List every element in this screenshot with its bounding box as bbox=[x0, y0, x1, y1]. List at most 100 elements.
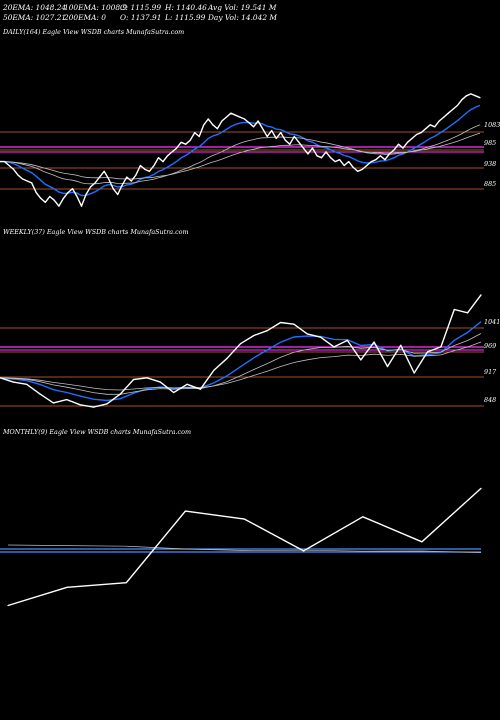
daily-level-label-1083: 1083 bbox=[484, 121, 500, 129]
daily-price-point bbox=[71, 188, 74, 190]
daily-price-point bbox=[425, 128, 427, 130]
daily-price-point bbox=[62, 197, 64, 199]
daily-price-point bbox=[58, 205, 60, 207]
weekly-price-point bbox=[119, 393, 121, 395]
daily-price-point bbox=[112, 188, 114, 190]
weekly-level-label-848: 848 bbox=[484, 396, 496, 404]
daily-price-point bbox=[243, 118, 246, 120]
weekly-price-point bbox=[12, 381, 14, 383]
daily-price-point bbox=[203, 124, 205, 126]
weekly-price-line bbox=[0, 294, 482, 408]
open-readout: O: 1137.91 bbox=[120, 13, 162, 22]
daily-price-point bbox=[17, 174, 19, 176]
daily-price-point bbox=[99, 176, 101, 178]
daily-price-point bbox=[284, 139, 286, 141]
monthly-ema-line bbox=[7, 544, 482, 554]
weekly-price-point bbox=[266, 330, 268, 332]
daily-price-point bbox=[393, 149, 395, 151]
daily-level-label-985: 985 bbox=[484, 139, 496, 147]
daily-price-point bbox=[85, 193, 87, 196]
weekly-price-point bbox=[26, 383, 28, 385]
daily-price-point bbox=[153, 164, 155, 167]
daily-price-point bbox=[189, 139, 191, 141]
daily-price-point bbox=[130, 180, 132, 182]
daily-price-point bbox=[239, 116, 241, 118]
daily-price-point bbox=[162, 161, 164, 163]
daily-price-point bbox=[429, 124, 431, 126]
weekly-price-point bbox=[52, 402, 55, 404]
daily-price-point bbox=[135, 174, 137, 176]
daily-price-point bbox=[447, 112, 449, 114]
weekly-price-point bbox=[453, 308, 455, 311]
daily-ema-line-30 bbox=[0, 124, 481, 185]
monthly-price-point bbox=[303, 550, 305, 552]
daily-price-point bbox=[144, 168, 146, 170]
daily-level-label-938: 938 bbox=[484, 160, 496, 168]
daily-price-point bbox=[348, 161, 350, 163]
daily-price-point bbox=[35, 192, 37, 194]
daily-price-point bbox=[361, 168, 363, 170]
weekly-price-point bbox=[413, 372, 415, 374]
daily-price-point bbox=[339, 159, 341, 161]
weekly-price-point bbox=[253, 334, 255, 337]
weekly-price-point bbox=[106, 403, 108, 405]
daily-price-point bbox=[411, 137, 413, 139]
daily-price-point bbox=[379, 155, 381, 157]
daily-price-point bbox=[280, 132, 282, 134]
daily-price-point bbox=[207, 118, 209, 120]
daily-price-point bbox=[343, 164, 345, 167]
daily-price-point bbox=[275, 137, 277, 139]
weekly-panel: WEEKLY(37) Eagle View WSDB charts Munafa… bbox=[0, 228, 500, 408]
daily-price-point bbox=[176, 147, 178, 149]
daily-price-point bbox=[3, 161, 6, 163]
daily-price-point bbox=[212, 124, 214, 126]
daily-price-point bbox=[316, 155, 318, 157]
ema100-readout: 100EMA: 1008.9 bbox=[64, 3, 128, 12]
daily-price-point bbox=[320, 157, 323, 159]
monthly-price-point bbox=[480, 487, 482, 489]
daily-price-point bbox=[465, 95, 467, 97]
daily-price-point bbox=[257, 120, 259, 122]
daily-price-point bbox=[216, 128, 218, 130]
daily-price-point bbox=[334, 161, 336, 163]
daily-price-point bbox=[148, 170, 150, 172]
high-readout: H: 1140.46 bbox=[165, 3, 207, 12]
ema50-readout: 50EMA: 1027.21 bbox=[3, 13, 67, 22]
weekly-price-point bbox=[92, 406, 95, 408]
monthly-price-point bbox=[184, 510, 186, 512]
daily-price-point bbox=[357, 170, 359, 172]
daily-price-point bbox=[262, 128, 264, 130]
daily-price-point bbox=[397, 143, 400, 145]
daily-price-point bbox=[298, 141, 300, 143]
weekly-price-point bbox=[467, 312, 469, 314]
daily-price-point bbox=[366, 164, 368, 167]
weekly-price-point bbox=[280, 321, 282, 324]
close-readout: C: 1115.99 bbox=[120, 3, 162, 12]
daily-price-point bbox=[22, 178, 24, 180]
daily-price-point bbox=[456, 104, 458, 107]
weekly-price-point bbox=[199, 388, 201, 390]
daily-panel: DAILY(164) Eagle View WSDB charts Munafa… bbox=[0, 28, 500, 207]
weekly-price-point bbox=[400, 344, 402, 346]
weekly-price-point bbox=[373, 341, 375, 343]
daily-price-point bbox=[325, 151, 327, 153]
daily-ema-line-10 bbox=[0, 104, 481, 197]
weekly-price-point bbox=[159, 381, 161, 383]
daily-price-point bbox=[194, 132, 196, 134]
daily-price-point bbox=[26, 180, 28, 182]
daily-price-point bbox=[31, 182, 33, 184]
daily-price-point bbox=[180, 141, 182, 143]
daily-price-point bbox=[171, 151, 173, 153]
daily-price-point bbox=[108, 178, 110, 180]
weekly-price-point bbox=[239, 343, 242, 345]
daily-price-point bbox=[289, 143, 291, 145]
weekly-price-point bbox=[79, 404, 81, 406]
daily-price-point bbox=[117, 193, 119, 196]
weekly-level-label-1041: 1041 bbox=[484, 318, 500, 326]
daily-price-point bbox=[307, 153, 309, 155]
monthly-panel: MONTHLY(9) Eagle View WSDB charts Munafa… bbox=[0, 428, 482, 607]
monthly-price-point bbox=[421, 541, 423, 543]
weekly-price-point bbox=[320, 336, 322, 338]
daily-price-point bbox=[271, 130, 273, 132]
weekly-price-point bbox=[213, 369, 215, 371]
